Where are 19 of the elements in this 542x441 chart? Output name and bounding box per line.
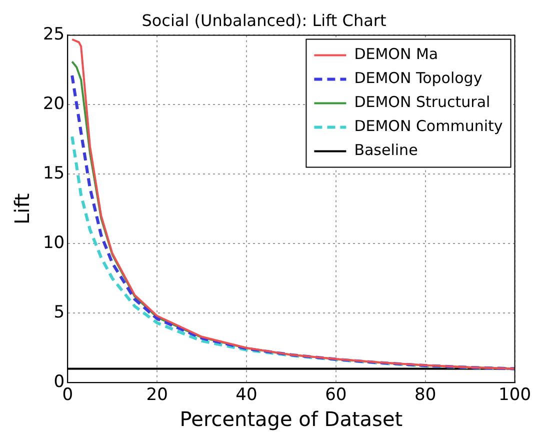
y-tick-label: 10 [42,233,65,254]
y-tick-label: 25 [42,24,65,45]
legend-label: DEMON Community [354,117,503,136]
legend-label: DEMON Ma [354,45,438,64]
y-tick-label: 0 [54,372,65,392]
chart-title: Social (Unbalanced): Lift Chart [142,10,386,30]
x-tick-label: 40 [236,385,258,406]
x-axis-title: Percentage of Dataset [180,407,403,432]
legend-label: DEMON Structural [354,93,490,112]
legend-label: DEMON Topology [354,69,482,88]
y-tick-label: 15 [42,164,65,184]
y-tick-label: 5 [54,302,65,323]
y-tick-label: 20 [42,94,65,114]
x-tick-label: 80 [414,385,436,406]
x-tick-label: 60 [325,385,347,406]
legend-label: Baseline [354,141,418,160]
x-tick-label: 20 [146,385,168,406]
x-tick-label: 100 [498,385,532,406]
y-axis-title: Lift [10,193,34,225]
